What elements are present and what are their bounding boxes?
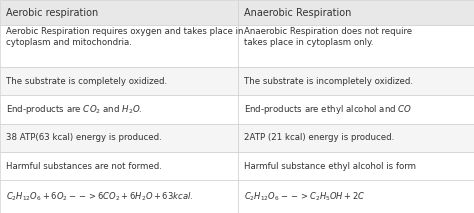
Text: 2ATP (21 kcal) energy is produced.: 2ATP (21 kcal) energy is produced. [244, 133, 394, 142]
Bar [0, 67, 238, 95]
Text: The substrate is incompletely oxidized.: The substrate is incompletely oxidized. [244, 76, 413, 86]
Bar [238, 95, 474, 124]
Bar [0, 95, 238, 124]
Bar [0, 25, 238, 67]
Text: Aerobic respiration: Aerobic respiration [6, 7, 98, 17]
Bar [238, 25, 474, 67]
Text: Aerobic Respiration requires oxygen and takes place in
cytoplasm and mitochondri: Aerobic Respiration requires oxygen and … [6, 27, 243, 47]
Bar [238, 0, 474, 25]
Bar [238, 124, 474, 152]
Text: End-products are $CO_2$ and $H_2O$.: End-products are $CO_2$ and $H_2O$. [6, 103, 142, 116]
Bar [238, 67, 474, 95]
Text: $C_2H_{12}O_6 --> C_2H_5OH + 2C$: $C_2H_{12}O_6 --> C_2H_5OH + 2C$ [244, 190, 365, 203]
Text: Anaerobic Respiration does not require
takes place in cytoplasm only.: Anaerobic Respiration does not require t… [244, 27, 412, 47]
Bar [0, 152, 238, 180]
Text: 38 ATP(63 kcal) energy is produced.: 38 ATP(63 kcal) energy is produced. [6, 133, 162, 142]
Bar [0, 0, 238, 25]
Bar [0, 180, 238, 213]
Text: End-products are ethyl alcohol and $CO$: End-products are ethyl alcohol and $CO$ [244, 103, 412, 116]
Bar [238, 152, 474, 180]
Text: Anaerobic Respiration: Anaerobic Respiration [244, 7, 351, 17]
Bar [238, 180, 474, 213]
Text: Harmful substances are not formed.: Harmful substances are not formed. [6, 161, 162, 170]
Bar [0, 124, 238, 152]
Text: $C_2H_{12}O_6 + 6O_2 --> 6CO_2 + 6H_2O + 63kcal.$: $C_2H_{12}O_6 + 6O_2 --> 6CO_2 + 6H_2O +… [6, 190, 193, 203]
Text: Harmful substance ethyl alcohol is form: Harmful substance ethyl alcohol is form [244, 161, 416, 170]
Text: The substrate is completely oxidized.: The substrate is completely oxidized. [6, 76, 167, 86]
